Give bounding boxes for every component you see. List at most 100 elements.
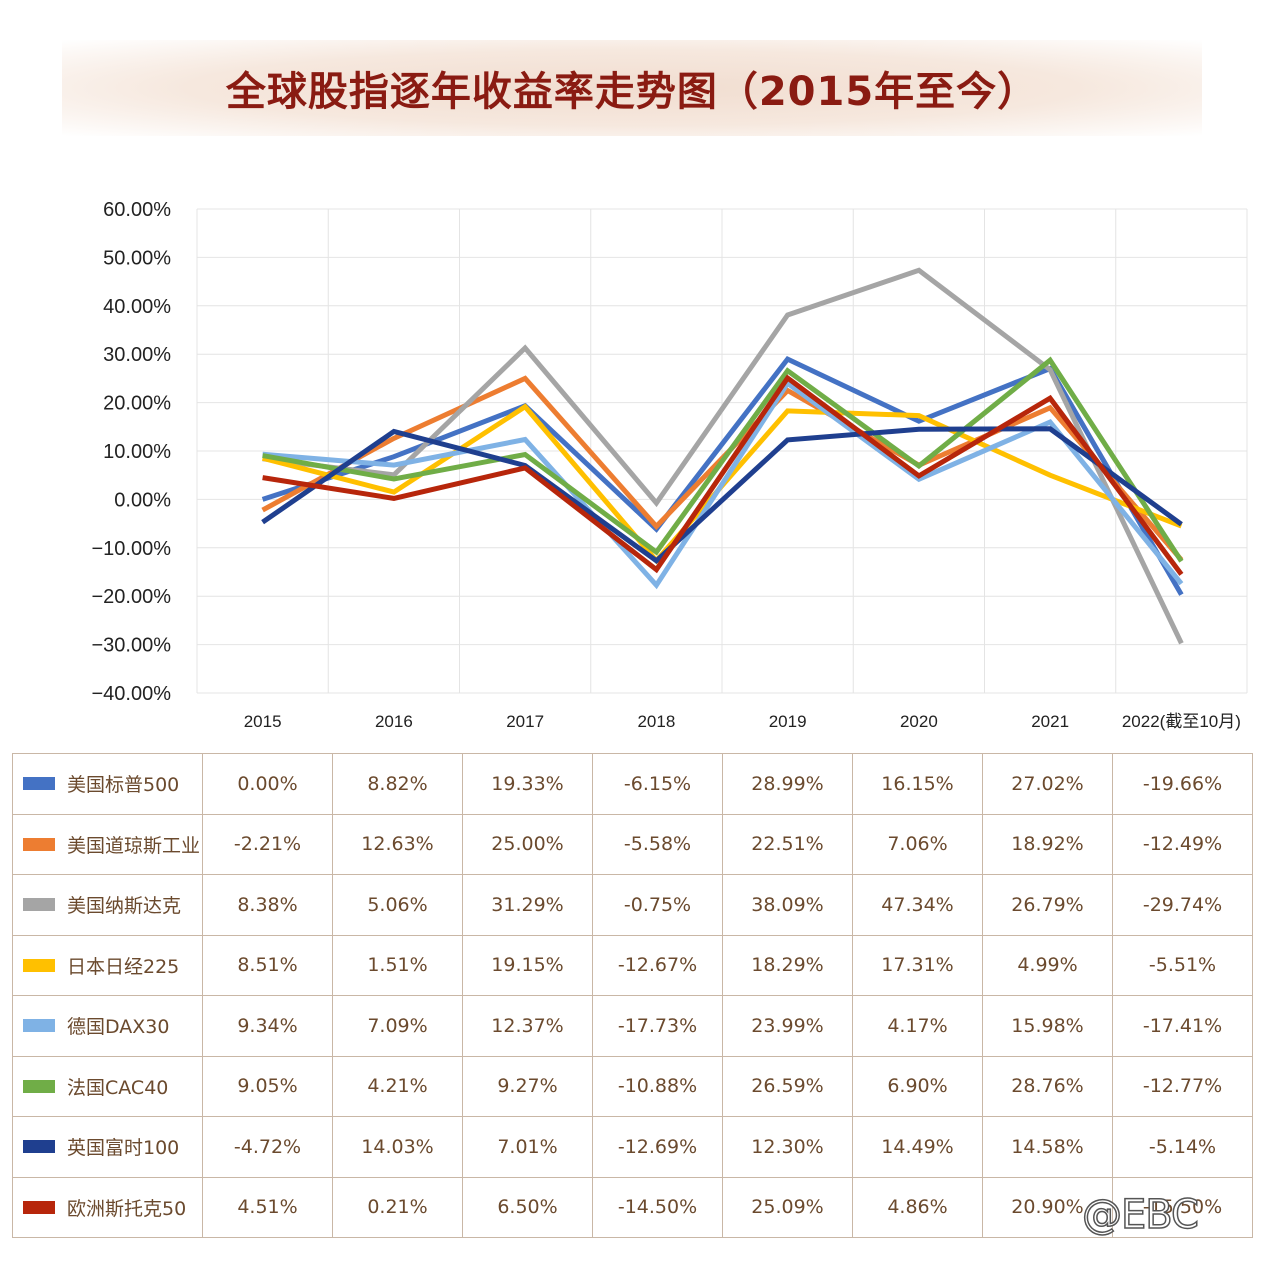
series-legend-cell: 美国纳斯达克 bbox=[12, 874, 203, 936]
table-cell: -0.75% bbox=[592, 874, 723, 936]
table-cell: -2.21% bbox=[202, 813, 333, 875]
legend-swatch bbox=[23, 777, 55, 791]
table-cell: 4.17% bbox=[852, 995, 983, 1057]
series-legend-cell: 英国富时100 bbox=[12, 1116, 203, 1178]
x-tick-label: 2020 bbox=[900, 712, 938, 731]
table-row: 美国标普500 0.00% 8.82% 19.33% -6.15% 28.99% 16.15… bbox=[12, 753, 1253, 815]
table-cell: 22.51% bbox=[722, 813, 853, 875]
legend-swatch bbox=[23, 1019, 55, 1033]
table-row: 法国CAC40 9.05% 4.21% 9.27% -10.88% 26.59% 6.90%… bbox=[12, 1055, 1253, 1117]
table-cell: 4.51% bbox=[202, 1176, 333, 1238]
table-cell: 20.90% bbox=[982, 1176, 1113, 1238]
table-cell: -12.67% bbox=[592, 934, 723, 996]
table-cell: 6.50% bbox=[462, 1176, 593, 1238]
table-cell: -12.77% bbox=[1112, 1055, 1253, 1117]
table-cell: -17.73% bbox=[592, 995, 723, 1057]
series-name: 美国道琼斯工业 bbox=[67, 834, 201, 857]
table-cell: 17.31% bbox=[852, 934, 983, 996]
legend-swatch bbox=[23, 958, 55, 972]
x-tick-label: 2021 bbox=[1031, 712, 1069, 731]
table-cell: 7.09% bbox=[332, 995, 463, 1057]
table-cell: -10.88% bbox=[592, 1055, 723, 1117]
watermark: @EBC bbox=[1081, 1191, 1199, 1239]
table-cell: 25.09% bbox=[722, 1176, 853, 1238]
y-tick-label: −30.00% bbox=[91, 635, 171, 657]
table-cell: 19.15% bbox=[462, 934, 593, 996]
y-tick-label: 30.00% bbox=[103, 344, 171, 366]
table-cell: 27.02% bbox=[982, 753, 1113, 815]
table-cell: 12.30% bbox=[722, 1116, 853, 1178]
table-row: 美国纳斯达克 8.38% 5.06% 31.29% -0.75% 38.09% 47.34%… bbox=[12, 874, 1253, 936]
table-cell: 28.76% bbox=[982, 1055, 1113, 1117]
table-row: 日本日经225 8.51% 1.51% 19.15% -12.67% 18.29% 17.3… bbox=[12, 934, 1253, 996]
table-cell: 4.86% bbox=[852, 1176, 983, 1238]
table-cell: 0.00% bbox=[202, 753, 333, 815]
table-cell: 6.90% bbox=[852, 1055, 983, 1117]
y-tick-label: 10.00% bbox=[103, 441, 171, 463]
table-cell: 26.79% bbox=[982, 874, 1113, 936]
table-row: 美国道琼斯工业 -2.21% 12.63% 25.00% -5.58% 22.51% 7.0… bbox=[12, 813, 1253, 875]
table-cell: 9.27% bbox=[462, 1055, 593, 1117]
chart-title: 全球股指逐年收益率走势图（2015年至今） bbox=[225, 69, 1039, 115]
table-cell: 23.99% bbox=[722, 995, 853, 1057]
table-cell: 38.09% bbox=[722, 874, 853, 936]
series-lines bbox=[261, 267, 1184, 645]
series-legend-cell: 法国CAC40 bbox=[12, 1055, 203, 1117]
table-cell: 14.03% bbox=[332, 1116, 463, 1178]
table-cell: 19.33% bbox=[462, 753, 593, 815]
series-line bbox=[262, 267, 1184, 645]
table-cell: 26.59% bbox=[722, 1055, 853, 1117]
table-cell: 12.63% bbox=[332, 813, 463, 875]
legend-swatch bbox=[23, 1200, 55, 1214]
x-tick-label: 2018 bbox=[637, 712, 675, 731]
table-cell: -29.74% bbox=[1112, 874, 1253, 936]
table-cell: 4.21% bbox=[332, 1055, 463, 1117]
legend-swatch bbox=[23, 898, 55, 912]
table-cell: 7.01% bbox=[462, 1116, 593, 1178]
y-tick-label: −10.00% bbox=[91, 538, 171, 560]
table-cell: 9.34% bbox=[202, 995, 333, 1057]
series-line bbox=[261, 426, 1183, 565]
series-legend-cell: 德国DAX30 bbox=[12, 995, 203, 1057]
y-tick-label: 40.00% bbox=[103, 296, 171, 318]
x-tick-label: 2022(截至10月) bbox=[1122, 712, 1241, 731]
data-table: 美国标普500 0.00% 8.82% 19.33% -6.15% 28.99% 16.15… bbox=[12, 753, 1253, 1238]
table-cell: 15.98% bbox=[982, 995, 1113, 1057]
table-cell: -19.66% bbox=[1112, 753, 1253, 815]
y-tick-label: 0.00% bbox=[114, 489, 171, 511]
table-cell: -15.50% bbox=[1112, 1176, 1253, 1238]
table-cell: -14.50% bbox=[592, 1176, 723, 1238]
table-cell: 18.29% bbox=[722, 934, 853, 996]
series-legend-cell: 日本日经225 bbox=[12, 934, 203, 996]
y-tick-label: −40.00% bbox=[91, 683, 171, 705]
x-tick-label: 2015 bbox=[244, 712, 282, 731]
table-cell: 7.06% bbox=[852, 813, 983, 875]
table-row: 英国富时100 -4.72% 14.03% 7.01% -12.69% 12.30% 14.… bbox=[12, 1116, 1253, 1178]
table-cell: 4.99% bbox=[982, 934, 1113, 996]
table-row: 德国DAX30 9.34% 7.09% 12.37% -17.73% 23.99% 4.17… bbox=[12, 995, 1253, 1057]
y-tick-label: 20.00% bbox=[103, 393, 171, 415]
x-axis-ticks: 2015 2016 2017 2018 2019 2020 2021 2022(截至10月) bbox=[244, 712, 1241, 731]
legend-swatch bbox=[23, 1079, 55, 1093]
y-axis-ticks: −40.00% −30.00% −20.00% −10.00% 0.00% 10.00% 2… bbox=[91, 199, 171, 705]
series-line bbox=[262, 379, 1184, 590]
table-cell: 9.05% bbox=[202, 1055, 333, 1117]
table-cell: -17.41% bbox=[1112, 995, 1253, 1057]
series-line bbox=[262, 356, 1184, 563]
series-name: 美国标普500 bbox=[67, 774, 180, 797]
y-tick-label: 50.00% bbox=[103, 247, 171, 269]
table-cell: 8.38% bbox=[202, 874, 333, 936]
series-name: 英国富时100 bbox=[67, 1137, 180, 1160]
legend-swatch bbox=[23, 1140, 55, 1154]
series-name: 欧洲斯托克50 bbox=[67, 1197, 187, 1220]
table-cell: 8.51% bbox=[202, 934, 333, 996]
table-cell: -5.51% bbox=[1112, 934, 1253, 996]
x-tick-label: 2017 bbox=[506, 712, 544, 731]
x-tick-label: 2016 bbox=[375, 712, 413, 731]
table-cell: 25.00% bbox=[462, 813, 593, 875]
table-cell: -5.58% bbox=[592, 813, 723, 875]
table-cell: 0.21% bbox=[332, 1176, 463, 1238]
legend-swatch bbox=[23, 837, 55, 851]
table-row: 欧洲斯托克50 4.51% 0.21% 6.50% -14.50% 25.09% 4.86%… bbox=[12, 1176, 1253, 1238]
table-cell: 12.37% bbox=[462, 995, 593, 1057]
